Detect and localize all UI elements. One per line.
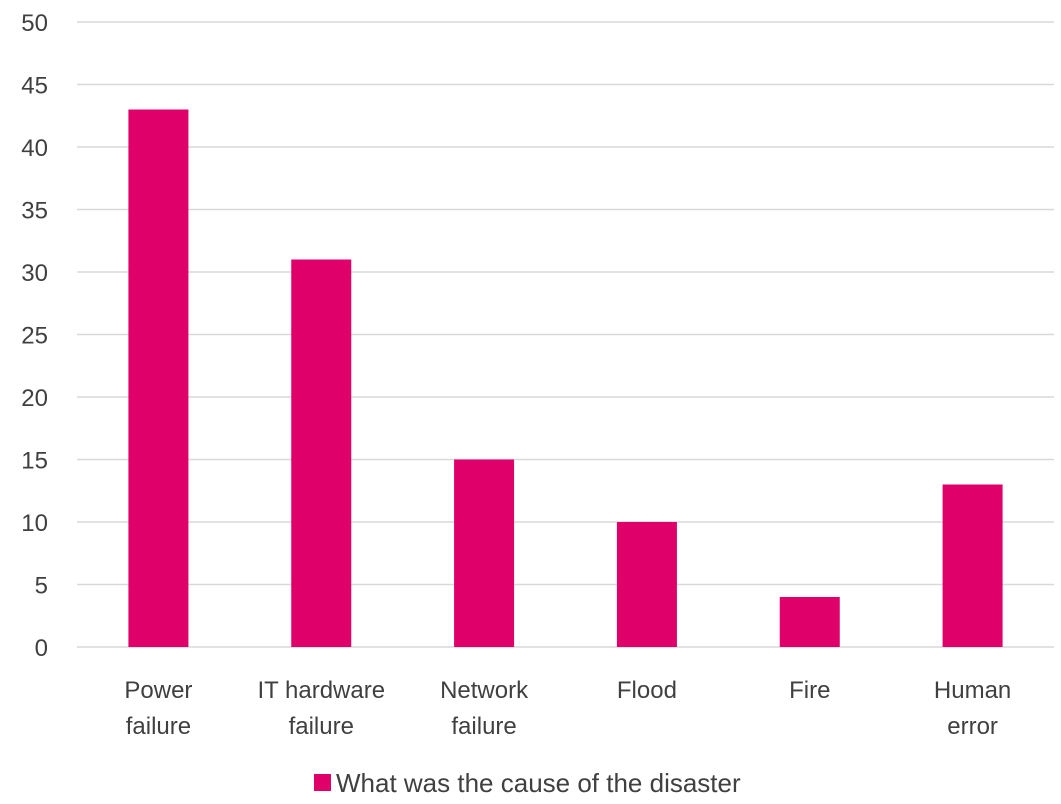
x-category-label: Network failure	[440, 677, 529, 740]
y-tick-label: 20	[21, 385, 48, 412]
y-tick-label: 0	[35, 635, 48, 662]
y-tick-label: 25	[21, 323, 48, 350]
x-category-label: Power failure	[124, 677, 192, 740]
y-tick-label: 35	[21, 198, 48, 225]
y-tick-label: 5	[35, 573, 48, 600]
legend-swatch	[314, 774, 331, 791]
bars	[128, 109, 1003, 647]
x-axis-category-labels: Power failure IT hardware failure Network fai…	[124, 677, 1011, 740]
y-axis-tick-labels: 0 5 10 15 20 25 30 35 40 45 50	[21, 10, 48, 662]
bar	[291, 259, 352, 647]
y-tick-label: 40	[21, 135, 48, 162]
bar	[779, 597, 840, 647]
x-category-label: Fire	[789, 677, 830, 704]
legend: What was the cause of the disaster	[314, 768, 741, 798]
y-tick-label: 50	[21, 10, 48, 37]
legend-label: What was the cause of the disaster	[336, 768, 741, 798]
x-category-label: IT hardware failure	[257, 677, 385, 740]
y-tick-label: 30	[21, 260, 48, 287]
y-tick-label: 15	[21, 448, 48, 475]
y-tick-label: 10	[21, 510, 48, 537]
bar	[454, 459, 515, 647]
y-tick-label: 45	[21, 73, 48, 100]
x-category-label: Flood	[617, 677, 677, 704]
bar	[616, 522, 677, 647]
gridlines	[77, 21, 1054, 648]
x-category-label: Human error	[934, 677, 1011, 740]
bar	[942, 484, 1003, 647]
bar	[128, 109, 189, 647]
